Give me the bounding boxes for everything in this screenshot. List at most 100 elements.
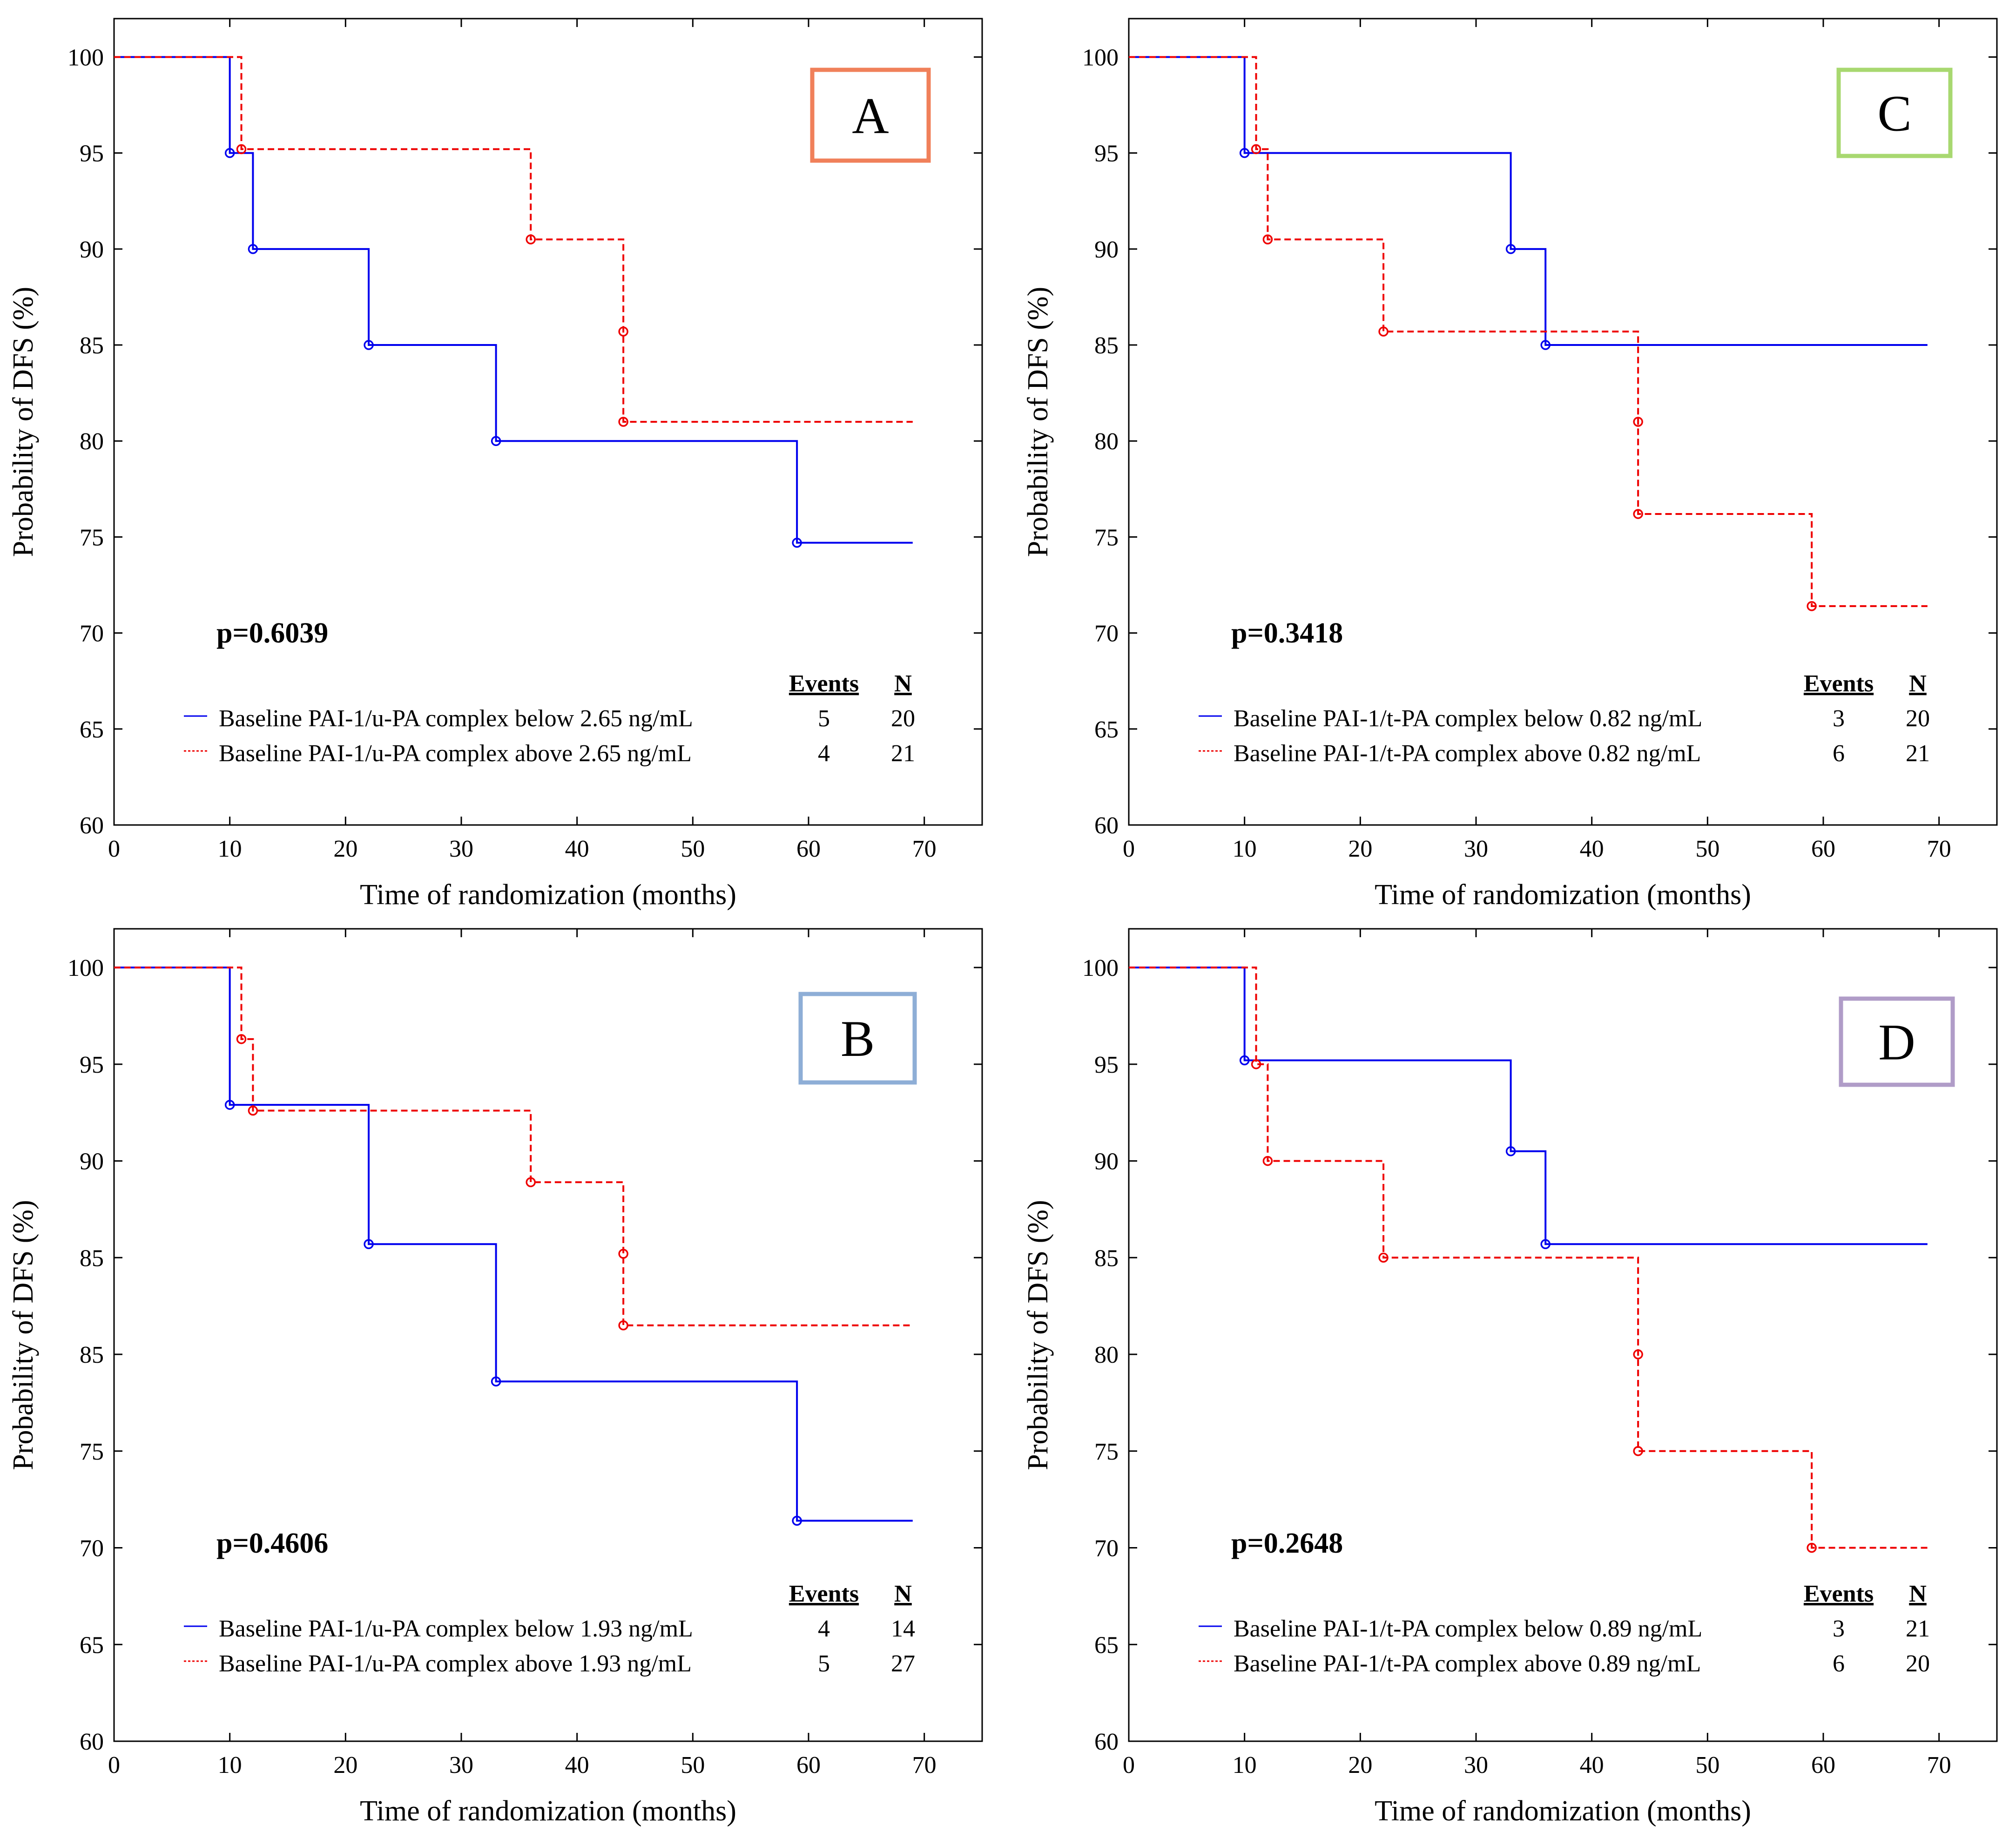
censor-marker: [618, 417, 628, 427]
x-tick-label: 40: [1580, 836, 1604, 862]
plot-frame: [1128, 18, 1998, 826]
p-value: p=0.2648: [1231, 1528, 1343, 1559]
censor-marker: [1633, 1446, 1643, 1456]
y-tick-label: 85: [80, 332, 104, 359]
y-tick-label: 95: [1094, 141, 1119, 167]
censor-marker: [1505, 1146, 1516, 1156]
legend-events-value: 4: [818, 740, 830, 767]
legend-events-header: Events: [789, 1581, 859, 1607]
x-tick-label: 60: [796, 836, 821, 862]
censor-marker: [1505, 244, 1516, 254]
legend-n-value: 27: [891, 1650, 915, 1677]
km-curve-below: [114, 967, 913, 1522]
y-axis-label: Probability of DFS (%): [1022, 1200, 1054, 1470]
censor-marker: [1262, 1156, 1273, 1166]
legend-n-header: N: [1909, 670, 1927, 697]
x-tick-label: 40: [1580, 1752, 1604, 1778]
panel-letter-frame: [1839, 996, 1955, 1087]
censor-marker: [792, 538, 802, 548]
panel-letter-frame: [798, 992, 917, 1085]
x-tick-label: 70: [912, 836, 937, 862]
km-curve-below: [114, 56, 913, 544]
x-axis-label: Time of randomization (months): [1375, 1795, 1751, 1827]
km-curve-above: [1129, 967, 1928, 1549]
legend-n-header: N: [894, 670, 912, 697]
legend-entry-label: Baseline PAI-1/t-PA complex above 0.82 n…: [1234, 740, 1701, 767]
censor-marker: [491, 436, 501, 446]
x-axis-label: Time of randomization (months): [1375, 879, 1751, 911]
y-tick-label: 75: [80, 1439, 104, 1465]
legend-n-value: 21: [1906, 1616, 1930, 1642]
censor-marker: [1378, 326, 1389, 337]
x-axis-label: Time of randomization (months): [360, 1795, 736, 1827]
legend-entry-label: Baseline PAI-1/t-PA complex below 0.82 n…: [1234, 705, 1702, 732]
y-tick-label: 70: [80, 621, 104, 647]
legend-events-value: 3: [1833, 1616, 1845, 1642]
x-tick-label: 40: [565, 1752, 589, 1778]
km-curve-below: [1129, 967, 1928, 1245]
censor-marker: [1633, 1349, 1643, 1359]
x-axis-label: Time of randomization (months): [360, 879, 736, 911]
legend-n-value: 20: [1906, 705, 1930, 732]
x-tick-label: 60: [1811, 1752, 1835, 1778]
y-tick-label: 95: [80, 141, 104, 167]
censor-marker: [618, 1320, 628, 1331]
y-tick-label: 60: [80, 812, 104, 839]
y-tick-label: 90: [80, 237, 104, 263]
censor-marker: [526, 234, 536, 244]
y-tick-label: 95: [1094, 1052, 1119, 1078]
y-tick-label: 85: [80, 1245, 104, 1271]
panel-letter-frame: [1836, 68, 1953, 158]
km-panel-D: 0 10 20 30 40 50 60 70 60 65 70 75 80 85 90 95 100 Time o…: [1022, 928, 1998, 1827]
p-value: p=0.4606: [216, 1528, 328, 1559]
plot-frame: [113, 18, 983, 826]
legend-n-value: 20: [891, 705, 915, 732]
legend-entry-label: Baseline PAI-1/t-PA complex above 0.89 n…: [1234, 1650, 1701, 1677]
censor-marker: [248, 244, 258, 254]
x-tick-label: 50: [1695, 1752, 1719, 1778]
x-tick-label: 60: [796, 1752, 821, 1778]
x-tick-label: 20: [333, 836, 357, 862]
panel-letter-frame: [810, 68, 931, 163]
legend-n-value: 14: [891, 1616, 915, 1642]
km-panel-A: 0 10 20 30 40 50 60 70 60 65 70 75 80 85 90 95 100 Time o…: [7, 18, 983, 911]
y-tick-label: 70: [1094, 1535, 1119, 1562]
x-tick-label: 0: [1123, 1752, 1135, 1778]
x-tick-label: 30: [449, 1752, 473, 1778]
y-tick-label: 75: [80, 524, 104, 551]
censor-marker: [1633, 417, 1643, 427]
km-curve-above: [1129, 56, 1928, 607]
censor-marker: [618, 1249, 628, 1259]
censor-marker: [364, 1239, 374, 1249]
km-curve-above: [114, 56, 913, 423]
x-tick-label: 70: [1927, 836, 1951, 862]
x-tick-label: 0: [1123, 836, 1135, 862]
p-value: p=0.3418: [1231, 617, 1343, 649]
legend-entry-label: Baseline PAI-1/t-PA complex below 0.89 n…: [1234, 1616, 1702, 1642]
censor-marker: [236, 1034, 247, 1044]
y-tick-label: 85: [80, 1342, 104, 1368]
y-tick-label: 80: [1094, 428, 1119, 455]
censor-marker: [1540, 340, 1551, 350]
legend-events-value: 5: [818, 705, 830, 732]
y-tick-label: 85: [1094, 332, 1119, 359]
y-tick-label: 90: [1094, 1149, 1119, 1175]
y-tick-label: 70: [1094, 621, 1119, 647]
legend-events-value: 4: [818, 1616, 830, 1642]
y-tick-label: 65: [80, 717, 104, 743]
y-tick-label: 100: [1082, 955, 1119, 981]
x-tick-label: 20: [1348, 1752, 1372, 1778]
y-tick-label: 100: [67, 955, 104, 981]
legend-events-value: 5: [818, 1650, 830, 1677]
y-axis-label: Probability of DFS (%): [7, 287, 39, 557]
panel-letter: C: [1877, 85, 1911, 142]
km-curve-below: [1129, 56, 1928, 346]
y-tick-label: 65: [80, 1632, 104, 1658]
x-tick-label: 0: [108, 1752, 120, 1778]
panel-letter: B: [841, 1010, 875, 1067]
x-tick-label: 30: [449, 836, 473, 862]
censor-marker: [1239, 148, 1250, 158]
y-tick-label: 100: [67, 44, 104, 71]
censor-marker: [364, 340, 374, 350]
